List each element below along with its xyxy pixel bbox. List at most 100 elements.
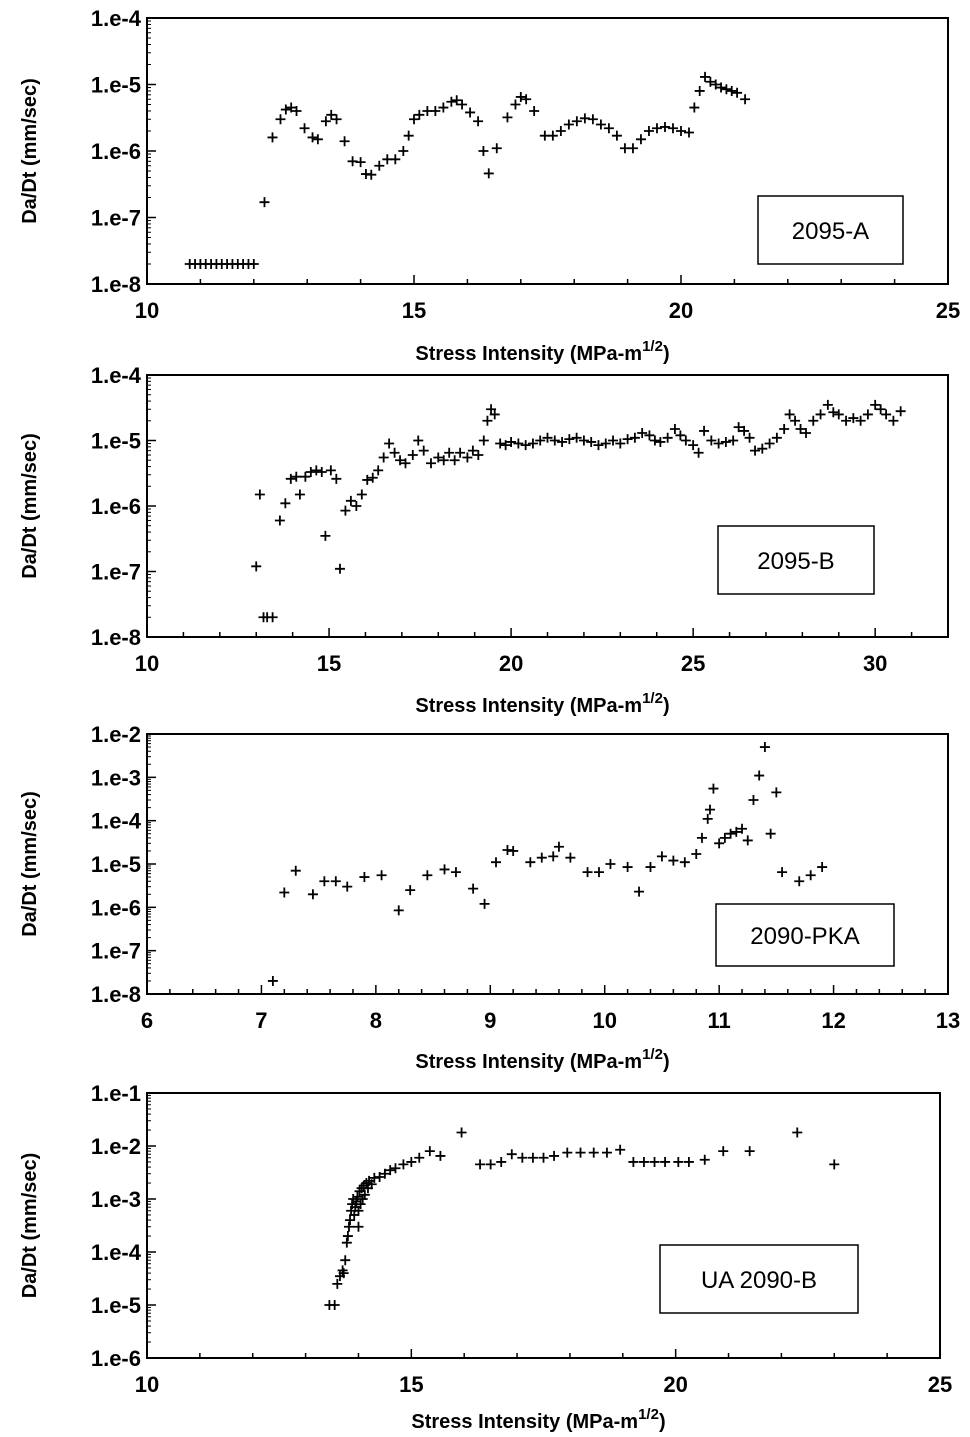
y-tick-label: 1.e-7: [91, 206, 141, 231]
data-point: [888, 415, 899, 426]
data-point: [593, 867, 604, 878]
data-point: [320, 530, 331, 541]
data-point: [449, 455, 460, 466]
legend-box: [715, 903, 895, 967]
data-point: [700, 71, 711, 82]
data-point: [478, 146, 489, 156]
data-point: [708, 783, 719, 794]
data-point: [601, 1147, 612, 1158]
data-point: [571, 432, 582, 443]
data-point: [660, 1156, 671, 1167]
data-point: [833, 409, 844, 420]
data-point: [451, 95, 462, 106]
legend-box: [757, 195, 904, 265]
data-point: [705, 76, 716, 87]
data-point: [733, 422, 744, 433]
data-point: [400, 458, 411, 469]
x-tick-label: 8: [370, 1008, 382, 1033]
data-point: [340, 505, 351, 516]
data-point: [286, 102, 297, 113]
data-point: [366, 1179, 377, 1190]
data-point: [691, 849, 702, 860]
series-label: 2095-B: [757, 548, 834, 575]
data-point: [379, 1168, 390, 1179]
x-axis-title: Stress Intensity (MPa-m1/2): [415, 690, 669, 717]
data-point: [355, 1199, 366, 1210]
data-point: [739, 425, 750, 436]
data-point: [579, 113, 590, 124]
data-point: [627, 143, 638, 154]
data-point: [549, 435, 560, 446]
data-point: [565, 852, 576, 863]
data-point: [571, 116, 582, 127]
y-tick-label: 1.e-5: [91, 429, 141, 454]
data-point: [870, 399, 881, 410]
y-tick-label: 1.e-6: [91, 895, 141, 920]
chart-panel-2: 10 15 20 25 30 1.e-8 1.e-7 1.e-6 1.e-5 1.e-4 Da/Dt…: [19, 363, 949, 717]
data-point: [491, 857, 502, 868]
data-point: [555, 125, 566, 136]
data-point: [694, 85, 705, 96]
data-point: [355, 157, 366, 168]
data-point: [502, 845, 513, 856]
y-tick-label: 1.e-8: [91, 982, 141, 1007]
data-point: [688, 440, 699, 451]
data-point: [468, 883, 479, 894]
chart-panel-1: 10 15 20 25 1.e-8 1.e-7 1.e-6 1.e-5 1.e-4 Da/Dt (…: [19, 6, 960, 365]
data-point: [721, 84, 732, 95]
plot-frame: [146, 1092, 941, 1359]
data-point: [726, 85, 737, 96]
data-point: [771, 787, 782, 798]
x-tick-label: 6: [141, 1008, 153, 1033]
data-point: [706, 435, 717, 446]
data-point: [376, 870, 387, 881]
data-point: [862, 409, 873, 420]
data-point: [274, 515, 285, 526]
data-point: [326, 109, 337, 120]
data-point: [502, 112, 513, 123]
data-point: [395, 455, 406, 466]
data-point: [433, 452, 444, 463]
y-axis-title: Da/Dt (mm/sec): [19, 791, 41, 937]
y-tick-label: 1.e-7: [91, 560, 141, 585]
data-point: [486, 404, 497, 415]
data-point: [881, 409, 892, 420]
data-point: [549, 1150, 560, 1161]
data-point: [384, 438, 395, 449]
data-point: [251, 561, 262, 572]
data-point: [291, 105, 302, 116]
data-point: [564, 434, 575, 445]
data-point: [329, 1300, 340, 1310]
data-point: [704, 804, 715, 815]
data-point: [343, 1221, 354, 1232]
data-point: [341, 1237, 352, 1248]
data-point: [822, 399, 833, 410]
x-tick-label: 20: [669, 298, 693, 323]
data-point: [801, 428, 812, 439]
y-tick-label: 1.e-6: [91, 1346, 141, 1371]
data-point: [538, 1152, 549, 1163]
data-point: [342, 1231, 353, 1242]
data-point: [444, 447, 455, 458]
data-point: [645, 862, 656, 873]
x-axis-title: Stress Intensity (MPa-m1/2): [411, 1406, 665, 1433]
series-label: UA 2090-B: [701, 1267, 817, 1294]
data-point: [759, 742, 770, 753]
x-tick-label: 7: [255, 1008, 267, 1033]
x-axis-title: Stress Intensity (MPa-m1/2): [415, 1046, 669, 1073]
x-tick-label: 25: [681, 651, 705, 676]
data-point: [483, 168, 494, 179]
data-point: [553, 841, 564, 852]
data-point: [356, 489, 367, 500]
data-point: [339, 136, 350, 147]
data-point: [547, 130, 558, 141]
y-tick-label: 1.e-4: [91, 363, 142, 388]
data-point: [582, 867, 593, 878]
data-point: [279, 887, 290, 898]
data-point: [332, 1278, 343, 1289]
data-point: [784, 409, 795, 420]
data-point: [267, 612, 278, 623]
data-point: [325, 465, 336, 476]
data-point: [740, 94, 751, 105]
data-point: [542, 432, 553, 443]
